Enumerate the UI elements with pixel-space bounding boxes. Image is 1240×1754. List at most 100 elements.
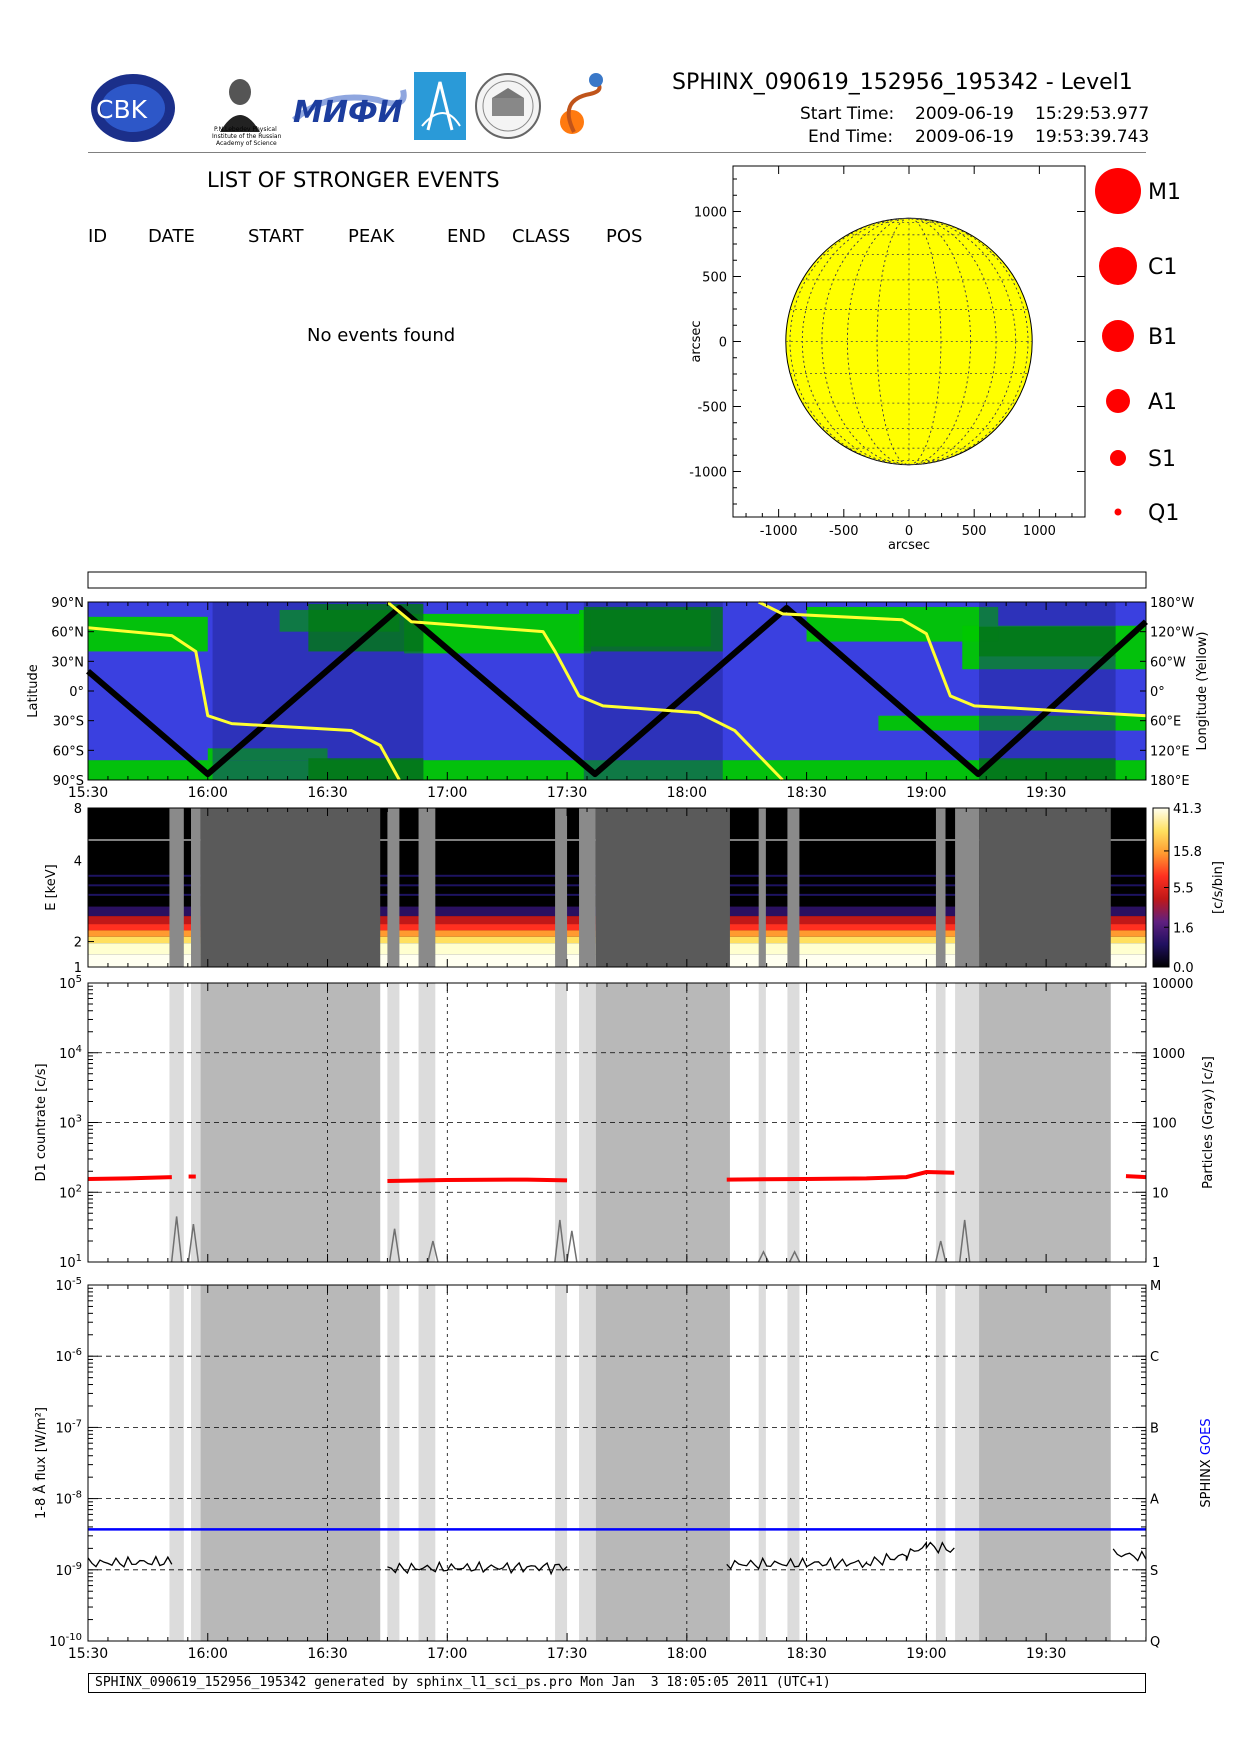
countrate-ytick-label: 102 [59, 1183, 82, 1201]
orbit-xtick-label: 16:30 [307, 785, 347, 801]
sun-ytick-label: -500 [697, 401, 727, 416]
orbit-longitude-track [758, 600, 1147, 718]
observation-title: SPHINX_090619_152956_195342 - Level1 [672, 70, 1133, 95]
legend-marker-a1 [1106, 389, 1130, 413]
spectrogram-frame [87, 807, 1147, 968]
legend-label-s1: S1 [1148, 447, 1176, 472]
countrate-series-segment [726, 1170, 955, 1182]
spectrogram-ytick-label: 4 [74, 854, 82, 869]
mifi-logo: МИФИ [292, 89, 407, 130]
flux-class-label: A [1150, 1493, 1159, 1508]
countrate-gap [190, 983, 201, 1262]
countrate-panel: 105 10000 104 1000 103 100 102 10 101 1 D1 countra… [34, 974, 1216, 1271]
countrate-series-segment [1125, 1174, 1147, 1180]
flux-xtick-label: 19:00 [906, 1646, 946, 1662]
countrate-gap [758, 983, 766, 1262]
orbit-map-particle-zone [878, 715, 1146, 731]
orbit-ytick-label: 60°S [53, 744, 84, 759]
flux-ylabel: 1-8 Å flux [W/m²] [33, 1407, 49, 1519]
particles-spike [388, 1228, 401, 1263]
start-time: 15:29:53.977 [1035, 104, 1150, 124]
sun-longitude-line [789, 217, 1029, 466]
sphinx-flux-segment [1112, 1548, 1147, 1562]
legend-marker-m1 [1095, 168, 1141, 214]
start-date: 2009-06-19 [915, 104, 1014, 124]
cbk-logo-sub: PAN [164, 110, 172, 124]
flux-gap [758, 1285, 766, 1641]
flux-ytick-label: 10-5 [55, 1276, 82, 1294]
end-time-label: End Time: [808, 127, 894, 147]
particles-ytick-label: 100 [1152, 1117, 1177, 1132]
sun-xtick-label: 0 [905, 524, 913, 539]
sun-longitude-line [847, 217, 972, 466]
observatory-seal-logo [475, 73, 541, 139]
lebedev-line3: Academy of Science [216, 140, 277, 147]
flux-gap [169, 1285, 184, 1641]
flux-class-label: Q [1150, 1635, 1160, 1650]
countrate-gap [955, 983, 980, 1262]
colorbar-tick-label: 1.6 [1173, 921, 1194, 936]
particles-spike [187, 1223, 200, 1263]
legend-marker-s1 [1110, 450, 1126, 466]
orbit-y2tick-label: 120°W [1150, 626, 1194, 641]
spectrogram-gap [935, 808, 946, 967]
spectrogram-gap [758, 808, 766, 967]
spectrogram-gap [169, 808, 184, 967]
flux-gap [787, 1285, 800, 1641]
legend-label-a1: A1 [1148, 390, 1177, 415]
column-header-peak: PEAK [348, 226, 395, 247]
column-header-class: CLASS [512, 226, 571, 247]
legend-marker-c1 [1099, 247, 1137, 285]
particles-ytick-label: 1000 [1152, 1047, 1185, 1062]
flux-gap [579, 1285, 596, 1641]
column-header-pos: POS [606, 226, 643, 247]
spectrogram-gap-dark [595, 808, 730, 967]
sun-xlabel: arcsec [888, 538, 930, 553]
flux-gap [555, 1285, 568, 1641]
legend-marker-q1 [1114, 508, 1122, 516]
orbit-ytick-label: 90°N [51, 596, 84, 611]
flux-xtick-label: 16:00 [188, 1646, 228, 1662]
orbit-y2tick-label: 60°W [1150, 655, 1186, 670]
sun-ytick-label: 1000 [694, 206, 727, 221]
flux-gap-dark [979, 1285, 1111, 1641]
legend-label-q1: Q1 [1148, 501, 1179, 526]
countrate-ytick-label: 101 [59, 1253, 82, 1271]
orbit-map-particle-zone [207, 748, 328, 761]
column-header-date: DATE [148, 226, 195, 247]
countrate-gap [935, 983, 946, 1262]
particles-spike [958, 1219, 971, 1263]
lebedev-line2: Institute of the Russian [212, 133, 282, 140]
orbit-ytick-label: 60°N [51, 626, 84, 641]
flux-gap [418, 1285, 436, 1641]
sun-xtick-label: -500 [829, 524, 859, 539]
event-list-title: LIST OF STRONGER EVENTS [207, 168, 500, 192]
orbit-map-dark-zone [979, 758, 1116, 780]
legend-label-m1: M1 [1148, 180, 1181, 205]
particles-ytick-label: 10 [1152, 1186, 1169, 1201]
countrate-gap-dark [595, 983, 730, 1262]
particles-spike [788, 1250, 801, 1263]
orbit-longitude-track [87, 626, 401, 781]
flux-gap [955, 1285, 980, 1641]
orbit-xtick-label: 19:30 [1026, 785, 1066, 801]
flux-class-label: C [1150, 1350, 1159, 1365]
flux-gap [935, 1285, 946, 1641]
flux-ytick-label: 10-6 [55, 1347, 82, 1365]
flux-class-label: B [1150, 1421, 1159, 1436]
no-events-message: No events found [307, 325, 456, 346]
flux-gap-dark [200, 1285, 381, 1641]
flare-class-legend: M1 C1 B1 A1 S1 Q1 [1095, 168, 1181, 526]
particles-ytick-label: 10000 [1152, 977, 1193, 992]
orbit-xtick-label: 19:00 [906, 785, 946, 801]
orbit-y2tick-label: 180°E [1150, 774, 1190, 789]
colorbar-label: [c/s/bin] [1211, 861, 1226, 914]
spectrogram-gap [579, 808, 596, 967]
particles-spike [934, 1240, 947, 1263]
spectrogram-ytick-label: 8 [74, 802, 82, 817]
orbit-map-dark-zone [308, 758, 424, 780]
orbit-ytick-label: 90°S [53, 774, 84, 789]
sun-ytick-label: 500 [702, 271, 727, 286]
orbit-ytick-label: 0° [69, 685, 84, 700]
